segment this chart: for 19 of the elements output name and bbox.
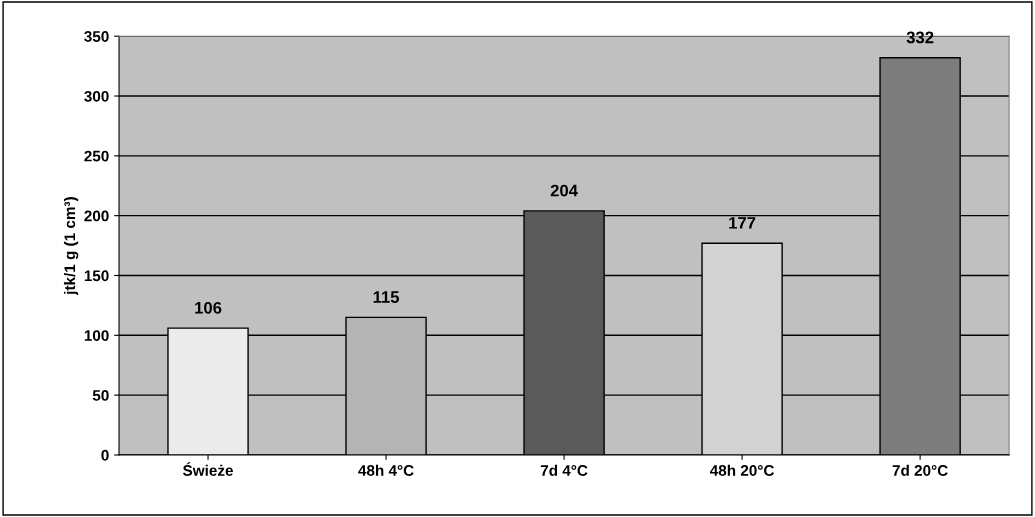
- x-tick-label: 7d 4°C: [540, 464, 588, 476]
- data-label: 106: [195, 301, 222, 314]
- x-tick-label: 48h 4°C: [358, 464, 414, 476]
- data-label: 332: [906, 31, 934, 44]
- y-tick-label: 350: [84, 31, 109, 42]
- x-tick-label: 48h 20°C: [709, 464, 775, 476]
- x-tick-label: Świeże: [183, 462, 233, 476]
- y-tick-label: 100: [84, 330, 109, 341]
- data-label: 177: [729, 217, 756, 229]
- y-tick-label: 200: [84, 210, 109, 222]
- x-tick-label: 7d 20°C: [892, 464, 948, 476]
- y-tick-label: 250: [84, 150, 109, 162]
- y-tick-label: 300: [84, 90, 109, 102]
- y-axis-title: jtk/1 g (1 cm³): [63, 197, 79, 296]
- data-label: 204: [550, 184, 578, 197]
- y-tick-label: 150: [84, 270, 109, 282]
- y-tick-label: 50: [92, 390, 109, 401]
- data-label: 115: [373, 291, 400, 303]
- y-tick-label: 0: [101, 449, 109, 461]
